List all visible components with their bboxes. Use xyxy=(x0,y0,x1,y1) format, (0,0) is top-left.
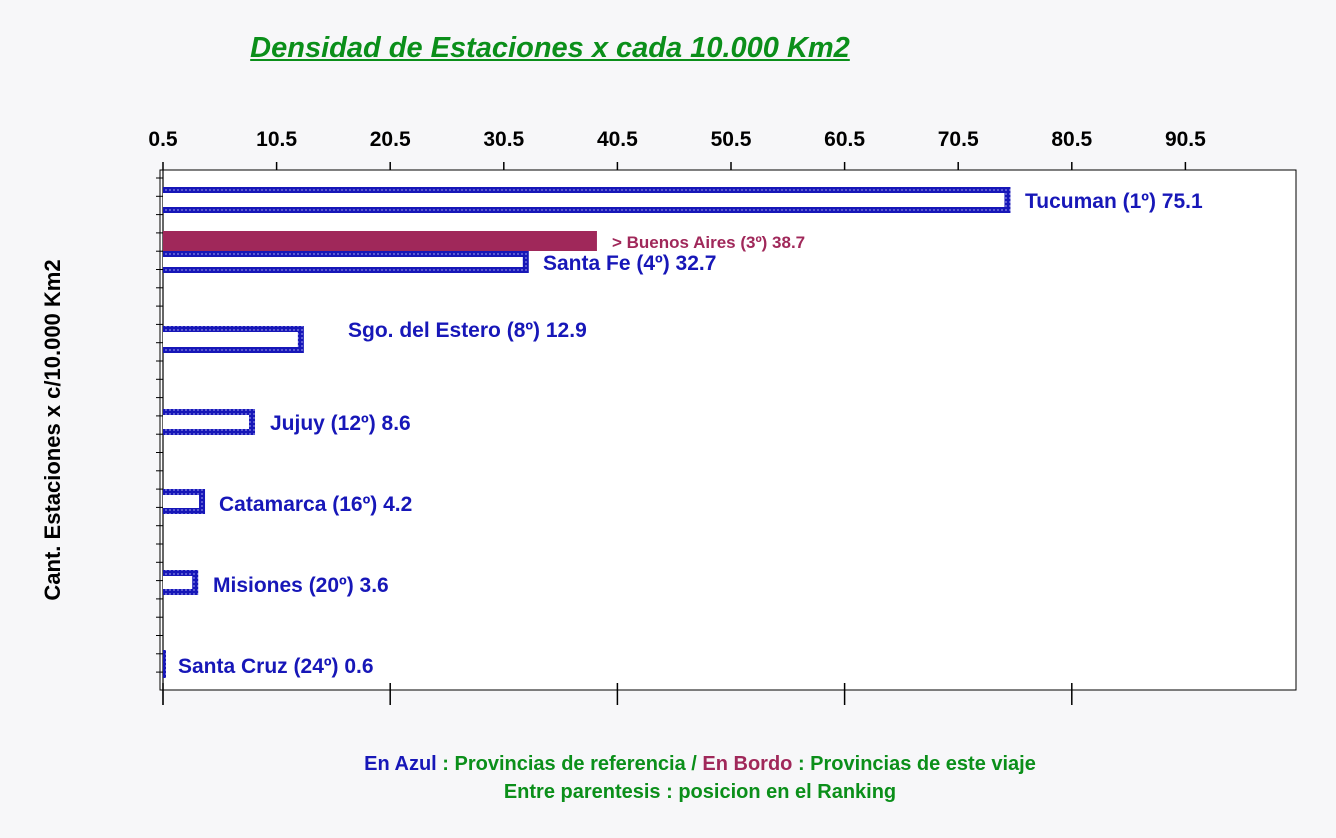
legend-line-1: En Azul : Provincias de referencia / En … xyxy=(0,750,1336,778)
x-tick-label: 90.5 xyxy=(1165,128,1206,151)
x-tick-label: 40.5 xyxy=(597,128,638,151)
x-tick-label: 30.5 xyxy=(483,128,524,151)
bar-sgo-del-estero xyxy=(163,326,304,353)
bar-value-label: Jujuy (12º) 8.6 xyxy=(270,412,411,435)
bar-catamarca xyxy=(163,489,206,514)
y-axis-label: Cant. Estaciones x c/10.000 Km2 xyxy=(40,259,65,600)
bar-value-label: Sgo. del Estero (8º) 12.9 xyxy=(348,319,587,342)
bar-santa-fe xyxy=(163,251,529,273)
bar-value-label: Tucuman (1º) 75.1 xyxy=(1025,190,1203,213)
legend-line-2: Entre parentesis : posicion en el Rankin… xyxy=(503,781,897,803)
bar-jujuy xyxy=(163,409,256,435)
x-tick-label: 70.5 xyxy=(938,128,979,151)
bar-value-label: Misiones (20º) 3.6 xyxy=(213,574,389,597)
x-tick-label: 10.5 xyxy=(256,128,297,151)
x-tick-label: 50.5 xyxy=(711,128,752,151)
legend-text-2: : Provincias de este viaje xyxy=(792,753,1036,775)
chart-title: Densidad de Estaciones x cada 10.000 Km2 xyxy=(250,32,850,64)
legend-blue-word: En Azul xyxy=(364,753,437,775)
legend-text-1: : Provincias de referencia / xyxy=(436,753,703,775)
x-tick-label: 80.5 xyxy=(1051,128,1092,151)
bar-tucuman xyxy=(163,187,1011,213)
bar-value-label: Santa Fe (4º) 32.7 xyxy=(543,252,716,275)
bar-value-label: Santa Cruz (24º) 0.6 xyxy=(178,655,374,678)
bar-santa-cruz xyxy=(163,650,166,678)
x-tick-label: 20.5 xyxy=(370,128,411,151)
bar-misiones xyxy=(163,570,199,595)
bar-value-label: > Buenos Aires (3º) 38.7 xyxy=(612,233,805,252)
x-tick-label: 0.5 xyxy=(148,128,178,151)
x-tick-label: 60.5 xyxy=(824,128,865,151)
legend: En Azul : Provincias de referencia / En … xyxy=(0,750,1336,806)
bar-chart: Cant. Estaciones x c/10.000 Km2 0.5 10.5 2… xyxy=(40,128,1297,705)
legend-bordo-word: En Bordo xyxy=(702,753,793,775)
bar-value-label: Catamarca (16º) 4.2 xyxy=(219,493,412,516)
bar-buenos-aires xyxy=(163,231,597,251)
